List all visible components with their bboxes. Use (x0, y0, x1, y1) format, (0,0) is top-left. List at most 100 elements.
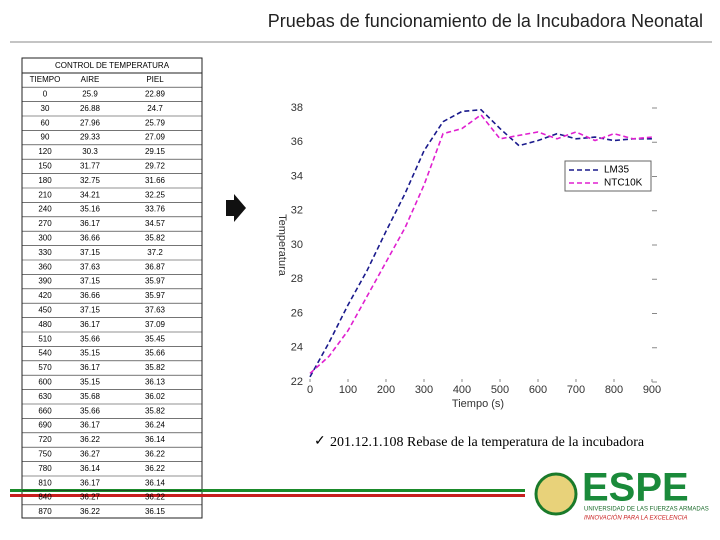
table-cell: 660 (38, 406, 52, 415)
table-cell: 36.17 (80, 421, 101, 430)
table-cell: 720 (38, 435, 52, 444)
table-cell: 36.27 (80, 450, 101, 459)
table-cell: 36.17 (80, 363, 101, 372)
table-cell: 360 (38, 262, 52, 271)
y-tick-label: 36 (291, 136, 303, 148)
table-cell: 180 (38, 176, 52, 185)
table-cell: 32.75 (80, 176, 101, 185)
table-cell: 750 (38, 450, 52, 459)
y-tick-label: 32 (291, 205, 303, 217)
table-border (21, 57, 203, 519)
table-cell: 90 (41, 133, 50, 142)
x-tick-label: 200 (377, 384, 395, 396)
table-cell: 840 (38, 493, 52, 502)
legend-label: NTC10K (604, 178, 643, 189)
table-cell: 35.68 (80, 392, 101, 401)
table-cell: 630 (38, 392, 52, 401)
legend-label: LM35 (604, 165, 629, 176)
column-header: PIEL (146, 75, 164, 84)
table-cell: 27.09 (145, 133, 166, 142)
table-cell: 690 (38, 421, 52, 430)
table-cell: 420 (38, 291, 52, 300)
table-cell: 35.82 (145, 406, 166, 415)
check: ✓ (314, 434, 326, 449)
table-cell: 150 (38, 162, 52, 171)
x-tick-label: 300 (415, 384, 433, 396)
table-cell: 25.9 (82, 90, 98, 99)
y-tick-label: 24 (291, 342, 303, 354)
x-tick-label: 800 (605, 384, 623, 396)
table-cell: 36.87 (145, 262, 166, 271)
table-cell: 36.17 (80, 219, 101, 228)
table-cell: 120 (38, 147, 52, 156)
table-cell: 510 (38, 334, 52, 343)
table-cell: 36.14 (145, 435, 166, 444)
table-cell: 570 (38, 363, 52, 372)
table-cell: 35.16 (80, 205, 101, 214)
bar-red (10, 494, 525, 497)
table-cell: 240 (38, 205, 52, 214)
table-cell: 35.66 (145, 349, 166, 358)
table-cell: 30 (41, 104, 50, 113)
table-cell: 540 (38, 349, 52, 358)
table-cell: 35.82 (145, 363, 166, 372)
table-cell: 32.25 (145, 190, 166, 199)
table-cell: 25.79 (145, 118, 166, 127)
x-axis-label: Tiempo (s) (452, 398, 504, 410)
table-title: CONTROL DE TEMPERATURA (55, 61, 170, 70)
bar-green (10, 489, 525, 492)
table-cell: 390 (38, 277, 52, 286)
caption-box: 201.12.1.108 Rebase de la temperatura de… (330, 435, 645, 450)
caption: 201.12.1.108 Rebase de la temperatura de… (330, 435, 645, 450)
table-cell: 35.15 (80, 378, 101, 387)
table-cell: 36.22 (145, 464, 166, 473)
table-cell: 270 (38, 219, 52, 228)
table-cell: 29.15 (145, 147, 166, 156)
logo-name: ESPE (582, 466, 689, 510)
table-cell: 22.89 (145, 90, 166, 99)
table-cell: 36.15 (145, 507, 166, 516)
table-cell: 36.24 (145, 421, 166, 430)
table-cell: 36.22 (145, 450, 166, 459)
y-tick-label: 22 (291, 376, 303, 388)
table-cell: 480 (38, 320, 52, 329)
arrow (226, 194, 246, 222)
table-cell: 810 (38, 478, 52, 487)
table-cell: 35.66 (80, 406, 101, 415)
table-cell: 30.3 (82, 147, 98, 156)
series-line (309, 113, 653, 375)
table-cell: 600 (38, 378, 52, 387)
x-tick-label: 100 (339, 384, 357, 396)
table-cell: 35.66 (80, 334, 101, 343)
x-tick-label: 400 (453, 384, 471, 396)
table-cell: 36.14 (145, 478, 166, 487)
x-tick-label: 900 (643, 384, 661, 396)
table-cell: 330 (38, 248, 52, 257)
table-cell: 36.13 (145, 378, 166, 387)
table-cell: 29.33 (80, 133, 101, 142)
table-cell: 35.82 (145, 234, 166, 243)
table-cell: 37.09 (145, 320, 166, 329)
table-cell: 60 (41, 118, 50, 127)
table-cell: 35.97 (145, 277, 166, 286)
table-cell: 35.15 (80, 349, 101, 358)
table-cell: 35.45 (145, 334, 166, 343)
table-cell: 26.88 (80, 104, 101, 113)
table-cell: 31.66 (145, 176, 166, 185)
table-cell: 36.17 (80, 478, 101, 487)
table-cell: 36.66 (80, 291, 101, 300)
logo-seal (534, 472, 578, 516)
table-cell: 450 (38, 306, 52, 315)
y-tick-label: 26 (291, 307, 303, 319)
table-cell: 0 (43, 90, 48, 99)
x-tick-label: 0 (307, 384, 313, 396)
table-cell: 34.21 (80, 190, 101, 199)
x-tick-label: 500 (491, 384, 509, 396)
logo-line1: UNIVERSIDAD DE LAS FUERZAS ARMADAS (584, 507, 709, 513)
table-cell: 36.17 (80, 320, 101, 329)
table-cell: 35.97 (145, 291, 166, 300)
table-cell: 37.2 (147, 248, 163, 257)
column-header: AIRE (81, 75, 100, 84)
table-cell: 36.02 (145, 392, 166, 401)
